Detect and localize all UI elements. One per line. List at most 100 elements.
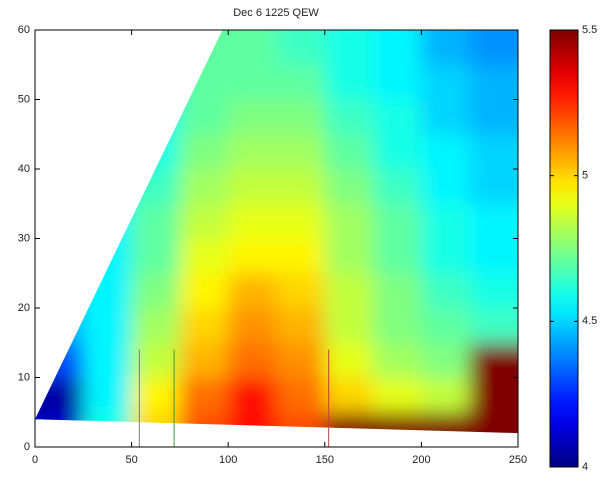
x-tick-label: 200: [412, 454, 430, 466]
y-tick-label: 10: [18, 371, 30, 383]
x-tick-label: 250: [509, 454, 527, 466]
heatmap-cell: [373, 64, 422, 100]
x-tick-label: 150: [316, 454, 334, 466]
heatmap-cell: [373, 412, 422, 434]
colorbar-tick-label: 5: [582, 170, 588, 182]
heatmap-cell: [131, 238, 181, 274]
heatmap-cell: [276, 134, 326, 170]
heatmap-cell: [276, 203, 326, 239]
heatmap-cell: [421, 134, 471, 170]
heatmap-cell: [276, 238, 326, 274]
heatmap-cell: [228, 203, 277, 239]
x-tick-label: 100: [219, 454, 237, 466]
heatmap-cell: [469, 412, 518, 434]
heatmap-cell: [83, 342, 133, 378]
heatmap-cell: [228, 30, 277, 66]
heatmap-cell: [324, 342, 374, 378]
heatmap-cell: [421, 238, 471, 274]
heatmap-cell: [276, 273, 326, 309]
heatmap-cell: [469, 308, 518, 344]
heatmap-cell: [469, 238, 518, 274]
heatmap-cell: [83, 377, 133, 413]
heatmap-cell: [179, 342, 229, 378]
y-tick-label: 0: [24, 441, 30, 453]
heatmap-cell: [421, 273, 471, 309]
heatmap-cell: [373, 377, 422, 413]
colorbar-tick-label: 4: [582, 461, 588, 473]
heatmap-cell: [276, 308, 326, 344]
heatmap-cell: [324, 377, 374, 413]
heatmap-cell: [228, 308, 277, 344]
heatmap-cell: [228, 273, 277, 309]
heatmap-cell: [373, 203, 422, 239]
y-tick-label: 60: [18, 24, 30, 36]
heatmap-cell: [324, 64, 374, 100]
heatmap-cell: [228, 134, 277, 170]
heatmap-cell: [228, 377, 277, 413]
heatmap-cell: [469, 377, 518, 413]
heatmap-cell: [276, 342, 326, 378]
heatmap-cell: [131, 203, 181, 239]
chart-title: Dec 6 1225 QEW: [233, 7, 319, 19]
y-tick-label: 20: [18, 302, 30, 314]
heatmap-cell: [228, 64, 277, 100]
heatmap-cell: [421, 30, 471, 66]
heatmap-cell: [228, 99, 277, 135]
heatmap-cell: [276, 377, 326, 413]
heatmap-cell: [373, 238, 422, 274]
heatmap-cell: [373, 169, 422, 205]
heatmap-cell: [324, 203, 374, 239]
heatmap-cell: [373, 273, 422, 309]
colorbar-tick-label: 5.5: [582, 24, 597, 36]
heatmap-cell: [469, 99, 518, 135]
heatmap-cell: [469, 30, 518, 66]
heatmap-cell: [83, 308, 133, 344]
heatmap-cell: [179, 99, 229, 135]
heatmap-cell: [276, 30, 326, 66]
x-tick-label: 0: [32, 454, 38, 466]
heatmap-cell: [373, 30, 422, 66]
y-tick-label: 40: [18, 163, 30, 175]
x-tick-label: 50: [125, 454, 137, 466]
heatmap-cell: [179, 377, 229, 413]
colorbar: [549, 29, 579, 468]
heatmap-cell: [131, 308, 181, 344]
heatmap-cell: [324, 134, 374, 170]
heatmap-cell: [421, 169, 471, 205]
heatmap-cell: [324, 30, 374, 66]
heatmap-cell: [373, 99, 422, 135]
heatmap-cell: [469, 342, 518, 378]
heatmap-cell: [373, 134, 422, 170]
heatmap-cell: [421, 342, 471, 378]
heatmap-cell: [179, 273, 229, 309]
heatmap-cell: [179, 308, 229, 344]
y-tick-label: 50: [18, 93, 30, 105]
heatmap-cell: [324, 273, 374, 309]
heatmap-cell: [276, 169, 326, 205]
y-tick-label: 30: [18, 232, 30, 244]
heatmap-cell: [469, 169, 518, 205]
heatmap-cell: [421, 412, 471, 434]
heatmap-cell: [373, 308, 422, 344]
heatmap-cell: [276, 99, 326, 135]
heatmap-cell: [469, 203, 518, 239]
heatmap-cell: [179, 169, 229, 205]
heatmap-cell: [324, 412, 374, 434]
heatmap-cell: [228, 238, 277, 274]
heatmap-cell: [421, 308, 471, 344]
heatmap-cell: [179, 238, 229, 274]
heatmap-cell: [469, 273, 518, 309]
heatmap-cell: [276, 64, 326, 100]
colorbar-tick-label: 4.5: [582, 315, 597, 327]
heatmap-cell: [131, 273, 181, 309]
heatmap-cell: [421, 64, 471, 100]
heatmap-cell: [324, 238, 374, 274]
heatmap-cell: [421, 203, 471, 239]
heatmap-cell: [324, 99, 374, 135]
heatmap-cell: [373, 342, 422, 378]
heatmap-cell: [228, 169, 277, 205]
heatmap-cell: [228, 342, 277, 378]
heatmap-cell: [421, 99, 471, 135]
